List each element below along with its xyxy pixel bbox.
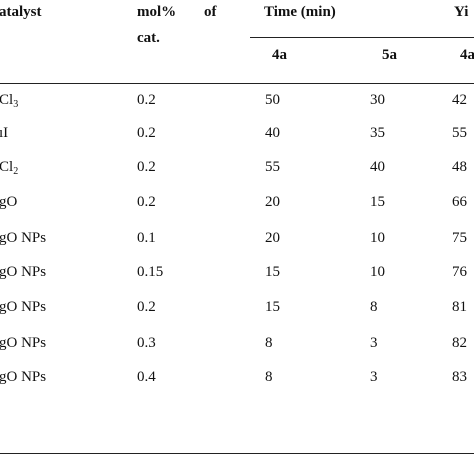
cell-catalyst: ıI xyxy=(0,125,9,141)
cell-catalyst: gO NPs xyxy=(0,264,47,280)
cell-time-4a: 50 xyxy=(265,92,280,108)
cell-time-5a: 8 xyxy=(370,299,378,315)
cell-time-5a: 10 xyxy=(370,264,385,280)
cell-yield-4a: 75 xyxy=(452,230,467,246)
cell-yield-4a: 81 xyxy=(452,299,467,315)
header-time-4a: 4a xyxy=(272,47,287,63)
header-bottom-rule xyxy=(0,83,474,84)
cell-time-5a: 35 xyxy=(370,125,385,141)
cell-catalyst: gO NPs xyxy=(0,335,47,351)
header-mol-cat: cat. xyxy=(137,30,160,46)
cell-time-4a: 15 xyxy=(265,264,280,280)
header-yield: Yi xyxy=(454,4,469,20)
cell-time-4a: 15 xyxy=(265,299,280,315)
cell-catalyst: Cl2 xyxy=(0,159,19,177)
cell-time-5a: 40 xyxy=(370,159,385,175)
cell-time-4a: 20 xyxy=(265,194,280,210)
cell-time-4a: 40 xyxy=(265,125,280,141)
header-subrule xyxy=(250,37,474,38)
cell-mol: 0.4 xyxy=(137,369,156,385)
header-mol-of: of xyxy=(204,4,217,20)
cell-time-4a: 8 xyxy=(265,335,273,351)
cell-catalyst: gO NPs xyxy=(0,299,47,315)
header-catalyst: atalyst xyxy=(0,4,42,20)
cell-yield-4a: 76 xyxy=(452,264,467,280)
cell-mol: 0.2 xyxy=(137,299,156,315)
cell-mol: 0.2 xyxy=(137,194,156,210)
cell-mol: 0.3 xyxy=(137,335,156,351)
cell-mol: 0.1 xyxy=(137,230,156,246)
cell-catalyst: gO NPs xyxy=(0,369,47,385)
cell-catalyst-subscript: 3 xyxy=(13,99,19,110)
cell-yield-4a: 42 xyxy=(452,92,467,108)
cell-catalyst: Cl3 xyxy=(0,92,19,110)
cell-mol: 0.2 xyxy=(137,125,156,141)
cell-catalyst: gO xyxy=(0,194,18,210)
cell-yield-4a: 55 xyxy=(452,125,467,141)
cell-time-5a: 15 xyxy=(370,194,385,210)
cell-catalyst-subscript: 2 xyxy=(13,166,19,177)
cell-mol: 0.2 xyxy=(137,92,156,108)
cell-time-4a: 20 xyxy=(265,230,280,246)
cell-time-5a: 30 xyxy=(370,92,385,108)
cell-yield-4a: 82 xyxy=(452,335,467,351)
cell-mol: 0.15 xyxy=(137,264,164,280)
header-mol-percent: mol% xyxy=(137,4,177,20)
header-time-5a: 5a xyxy=(382,47,397,63)
table-bottom-rule xyxy=(0,453,474,454)
header-yield-4a: 4a xyxy=(460,47,474,63)
cell-yield-4a: 66 xyxy=(452,194,467,210)
cell-time-5a: 3 xyxy=(370,369,378,385)
cell-mol: 0.2 xyxy=(137,159,156,175)
cell-catalyst: gO NPs xyxy=(0,230,47,246)
cell-time-4a: 8 xyxy=(265,369,273,385)
header-time: Time (min) xyxy=(264,4,336,20)
cell-time-4a: 55 xyxy=(265,159,280,175)
cell-time-5a: 10 xyxy=(370,230,385,246)
cell-yield-4a: 48 xyxy=(452,159,467,175)
cell-time-5a: 3 xyxy=(370,335,378,351)
cell-yield-4a: 83 xyxy=(452,369,467,385)
